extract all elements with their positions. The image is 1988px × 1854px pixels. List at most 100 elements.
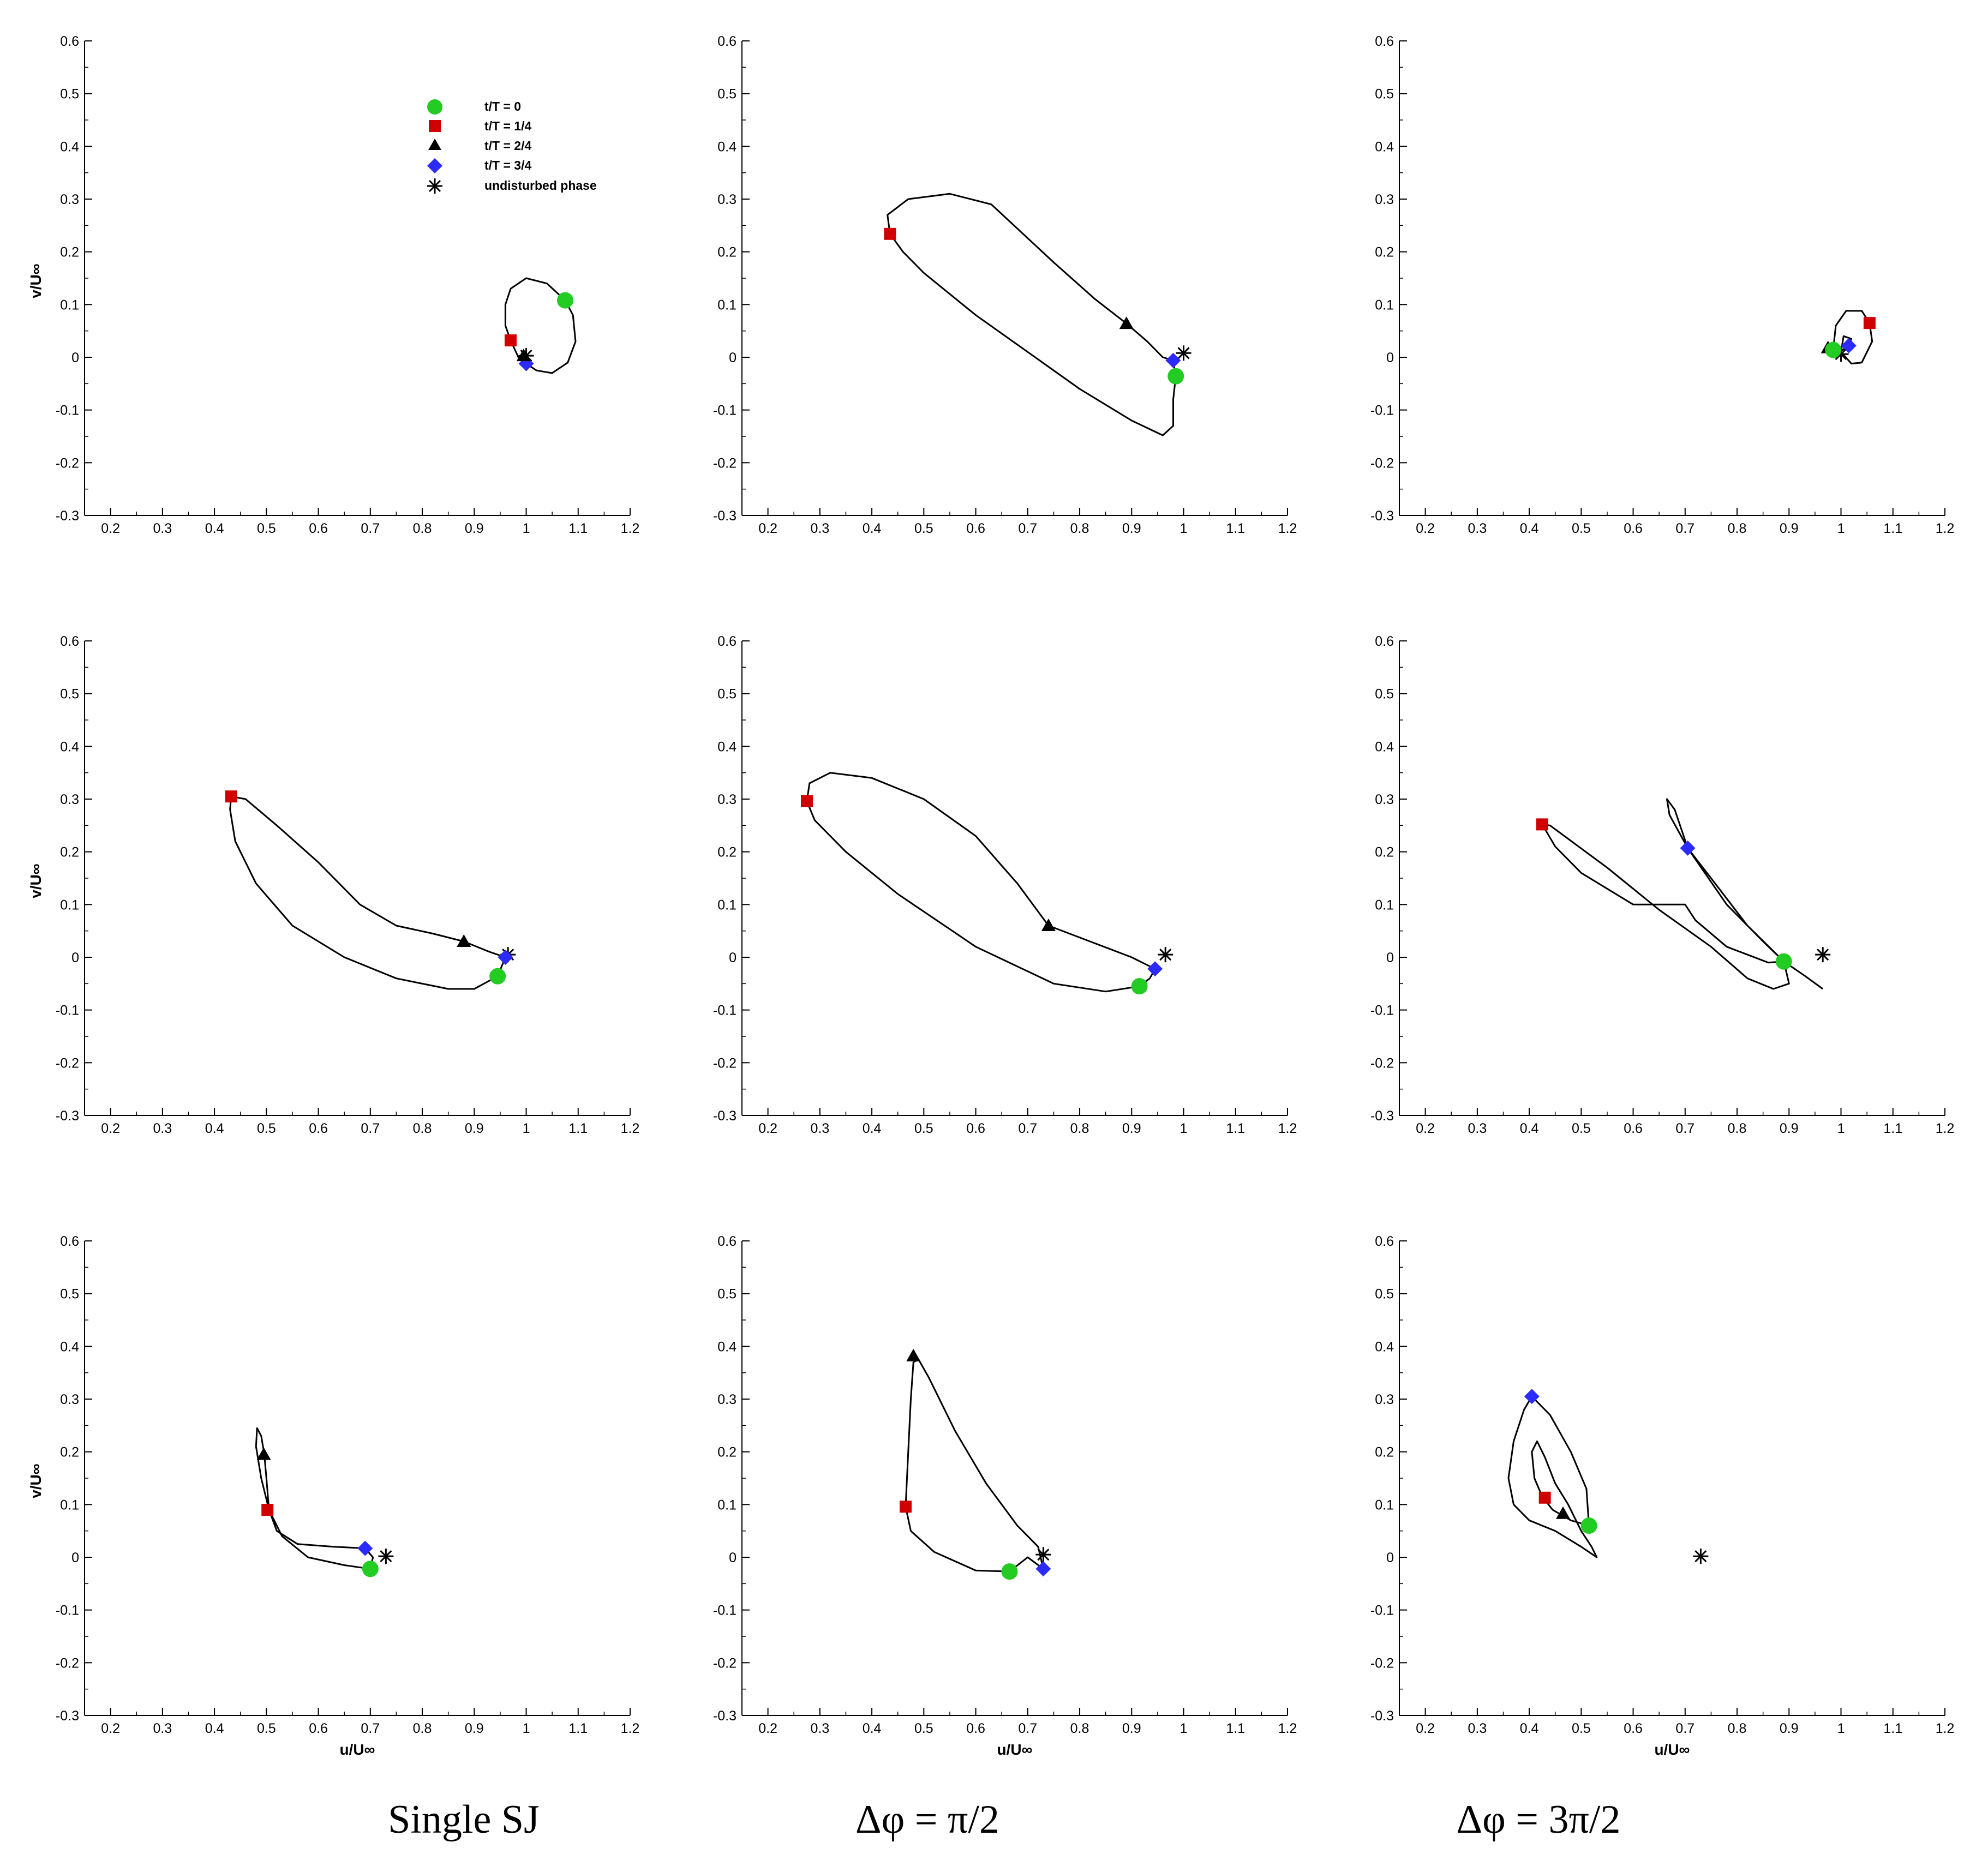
marker-t1 — [1538, 1491, 1551, 1504]
y-tick-label: -0.3 — [1370, 508, 1394, 524]
x-tick-label: 0.9 — [465, 521, 484, 536]
marker-t1 — [225, 790, 237, 803]
x-tick-label: 1.2 — [1278, 521, 1297, 536]
panel-dphi-pi2-row3: -0.3 -0.2 -0.1 0 0.1 0.2 0.3 0.4 0.5 0.6 0.2 0.3 0.4… — [713, 1234, 1297, 1758]
x-tick-label: 1.2 — [1278, 1121, 1297, 1136]
marker-undisturbed — [378, 1549, 394, 1564]
x-tick-label: 0.3 — [1468, 1721, 1487, 1736]
y-tick-label: 0 — [1386, 950, 1394, 965]
y-tick-label: 0.1 — [1375, 297, 1394, 313]
y-tick-label: 0.5 — [717, 87, 736, 102]
y-tick-label: 0.2 — [1375, 1445, 1394, 1460]
x-tick-label: 1.2 — [621, 1121, 640, 1136]
y-tick-label: 0.4 — [60, 739, 79, 754]
y-tick-label: -0.1 — [713, 1603, 736, 1618]
x-tick-label: 0.2 — [1416, 1121, 1435, 1136]
y-tick-label: -0.2 — [713, 1055, 736, 1071]
x-tick-label: 0.8 — [413, 1121, 432, 1136]
y-tick-label: -0.2 — [1370, 455, 1394, 471]
y-tick-label: 0.5 — [60, 1287, 79, 1302]
marker-t0 — [1131, 978, 1148, 995]
x-tick-label: 0.7 — [1018, 1721, 1037, 1736]
y-tick-label: 0 — [71, 350, 79, 365]
x-axis-label: u/U∞ — [339, 1741, 375, 1758]
y-axis-label: v/U∞ — [27, 1463, 44, 1498]
x-tick-label: 1.1 — [1226, 1721, 1245, 1736]
x-tick-label: 0.8 — [1070, 521, 1089, 536]
marker-undisturbed — [1815, 947, 1831, 963]
y-tick-label: 0 — [1386, 1550, 1394, 1565]
y-tick-label: -0.1 — [713, 1003, 736, 1018]
y-tick-label: 0 — [729, 350, 736, 365]
x-tick-label: 0.9 — [465, 1721, 484, 1736]
y-tick-label: 0.2 — [1375, 245, 1394, 260]
legend: t/T = 0 t/T = 1/4 t/T = 2/4 t/T = 3/4 un… — [427, 99, 597, 194]
x-tick-label: 0.3 — [1468, 521, 1487, 536]
marker-t0 — [1825, 341, 1842, 358]
x-tick-label: 0.5 — [1572, 1721, 1591, 1736]
x-tick-label: 0.8 — [1728, 521, 1747, 536]
x-tick-label: 1 — [523, 1721, 530, 1736]
y-tick-label: 0.1 — [717, 297, 736, 313]
legend-marker-t0 — [427, 99, 442, 115]
y-tick-label: 0.3 — [1375, 1392, 1394, 1407]
marker-t3 — [1165, 352, 1181, 368]
y-tick-label: -0.3 — [56, 508, 79, 524]
y-tick-label: 0 — [71, 950, 79, 965]
y-tick-label: 0.4 — [717, 1339, 736, 1354]
x-tick-label: 0.2 — [101, 521, 120, 536]
y-tick-label: 0.6 — [717, 634, 736, 649]
trajectory-curve — [1541, 798, 1824, 990]
y-tick-label: 0.3 — [60, 192, 79, 207]
x-tick-label: 0.6 — [1624, 1121, 1643, 1136]
x-tick-label: 0.4 — [1520, 1721, 1539, 1736]
legend-marker-undisturbed — [427, 178, 442, 194]
y-tick-label: 0.6 — [60, 634, 79, 649]
y-tick-label: 0.6 — [1375, 1234, 1394, 1249]
legend-label-t0: t/T = 0 — [484, 99, 521, 113]
panels-grid: -0.3 -0.2 -0.1 0 0.1 0.2 0.3 0.4 0.5 0.6 0.2 0.3 0.4… — [27, 34, 1954, 1758]
x-tick-label: 1.1 — [568, 1121, 588, 1136]
x-tick-label: 0.8 — [413, 521, 432, 536]
y-tick-label: 0.3 — [60, 1392, 79, 1407]
y-tick-label: 0.4 — [717, 139, 736, 154]
x-tick-label: 0.7 — [1675, 1721, 1694, 1736]
x-tick-label: 0.3 — [810, 1121, 829, 1136]
y-tick-label: 0.5 — [60, 87, 79, 102]
y-tick-label: -0.3 — [713, 1108, 736, 1124]
x-tick-label: 1 — [1837, 1121, 1845, 1136]
x-tick-label: 0.5 — [1572, 1121, 1591, 1136]
panel-dphi-3pi2-row2: -0.3 -0.2 -0.1 0 0.1 0.2 0.3 0.4 0.5 0.6 0.2 0.3 0.4… — [1370, 634, 1954, 1136]
x-tick-label: 0.6 — [1624, 521, 1643, 536]
y-tick-label: 0.6 — [60, 1234, 79, 1249]
y-tick-label: 0 — [729, 1550, 736, 1565]
trajectory-curve — [255, 1427, 374, 1570]
x-tick-label: 1.2 — [1936, 1121, 1955, 1136]
y-tick-label: 0.1 — [60, 897, 79, 913]
y-tick-label: 0.3 — [60, 792, 79, 807]
y-tick-label: 0 — [729, 950, 736, 965]
y-tick-label: -0.3 — [713, 508, 736, 524]
x-tick-label: 0.7 — [1018, 1121, 1037, 1136]
x-tick-label: 0.6 — [966, 1721, 985, 1736]
y-tick-label: 0.5 — [717, 1287, 736, 1302]
x-tick-label: 1 — [523, 1121, 530, 1136]
x-tick-label: 0.5 — [257, 1721, 276, 1736]
y-tick-label: -0.2 — [1370, 1055, 1394, 1071]
y-tick-label: -0.2 — [713, 455, 736, 471]
marker-t3 — [1841, 338, 1857, 353]
x-tick-label: 0.8 — [413, 1721, 432, 1736]
y-tick-label: 0.1 — [60, 297, 79, 313]
y-tick-label: 0.2 — [60, 1445, 79, 1460]
x-tick-label: 0.8 — [1728, 1721, 1747, 1736]
x-tick-label: 0.8 — [1070, 1121, 1089, 1136]
y-tick-label: 0.4 — [1375, 139, 1394, 154]
x-tick-label: 0.5 — [257, 1121, 276, 1136]
marker-t3 — [1680, 840, 1696, 856]
x-tick-label: 0.4 — [863, 521, 882, 536]
y-tick-label: 0.6 — [717, 1234, 736, 1249]
marker-undisturbed — [1035, 1547, 1051, 1563]
y-tick-label: 0.5 — [60, 687, 79, 702]
legend-marker-t1 — [429, 120, 441, 132]
panel-dphi-3pi2-row3: -0.3 -0.2 -0.1 0 0.1 0.2 0.3 0.4 0.5 0.6 0.2 0.3 0.4… — [1370, 1234, 1954, 1758]
